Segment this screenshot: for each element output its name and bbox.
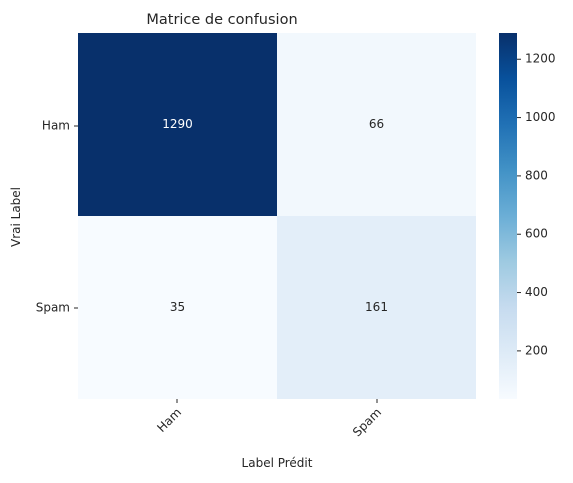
cell-annotations: 1290 66 35 161: [162, 117, 388, 314]
x-tick-label-ham: Ham: [154, 405, 184, 435]
x-axis-label: Label Prédit: [242, 456, 313, 470]
colorbar-tick-label: 800: [525, 168, 548, 182]
colorbar-tick-label: 1200: [525, 52, 556, 66]
y-tick-label-spam: Spam: [36, 301, 70, 315]
y-tick-label-ham: Ham: [42, 119, 70, 133]
x-axis-ticks: Ham Spam: [154, 399, 384, 439]
colorbar-ticks: 200 400 600 800 1000 1200: [517, 52, 556, 357]
cell-annotation: 161: [365, 300, 388, 314]
colorbar: [499, 33, 517, 399]
cell-annotation: 35: [170, 300, 185, 314]
heatmap-cell-spam-spam: [277, 216, 476, 399]
x-tick-label-spam: Spam: [350, 405, 384, 439]
y-axis-ticks: Ham Spam: [36, 119, 78, 315]
heatmap-cell-ham-spam: [277, 33, 476, 216]
cell-annotation: 1290: [162, 117, 193, 131]
colorbar-tick-label: 600: [525, 227, 548, 241]
cell-annotation: 66: [369, 117, 384, 131]
colorbar-tick-label: 400: [525, 285, 548, 299]
y-axis-label: Vrai Label: [9, 187, 23, 247]
chart-title: Matrice de confusion: [146, 12, 297, 28]
heatmap-cell-spam-ham: [78, 216, 277, 399]
colorbar-tick-label: 200: [525, 343, 548, 357]
colorbar-tick-label: 1000: [525, 110, 556, 124]
heatmap-cell-ham-ham: [78, 33, 277, 216]
heatmap-cells: [78, 33, 476, 399]
